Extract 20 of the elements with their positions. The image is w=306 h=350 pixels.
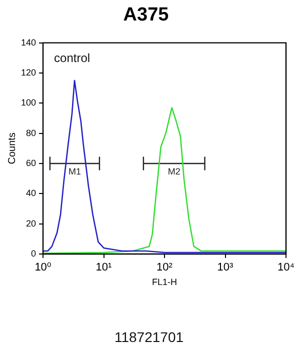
y-tick-label: 80 — [26, 128, 36, 138]
chart-title: A375 — [123, 4, 170, 26]
y-tick-label: 40 — [26, 188, 36, 198]
y-tick-label: 0 — [31, 248, 36, 258]
x-tick-label: 10⁰ — [34, 262, 52, 274]
x-tick-label: 10⁴ — [278, 262, 295, 274]
y-tick-label: 60 — [26, 158, 36, 168]
y-tick-label: 140 — [20, 37, 36, 48]
series-label: M2 — [168, 166, 180, 176]
series-label: M1 — [68, 166, 81, 176]
text: 118721701 — [114, 328, 184, 345]
y-tick-label: 20 — [26, 218, 36, 228]
x-axis-title: FL1-H — [152, 277, 178, 288]
x-tick-label: 10² — [156, 262, 173, 274]
annotation: control — [54, 51, 90, 66]
x-tick-label: 10³ — [217, 262, 234, 274]
y-tick-label: 100 — [20, 98, 36, 108]
x-tick-label: 10¹ — [96, 262, 112, 274]
y-axis-title: Counts — [6, 132, 18, 164]
y-tick-label: 120 — [20, 67, 36, 78]
